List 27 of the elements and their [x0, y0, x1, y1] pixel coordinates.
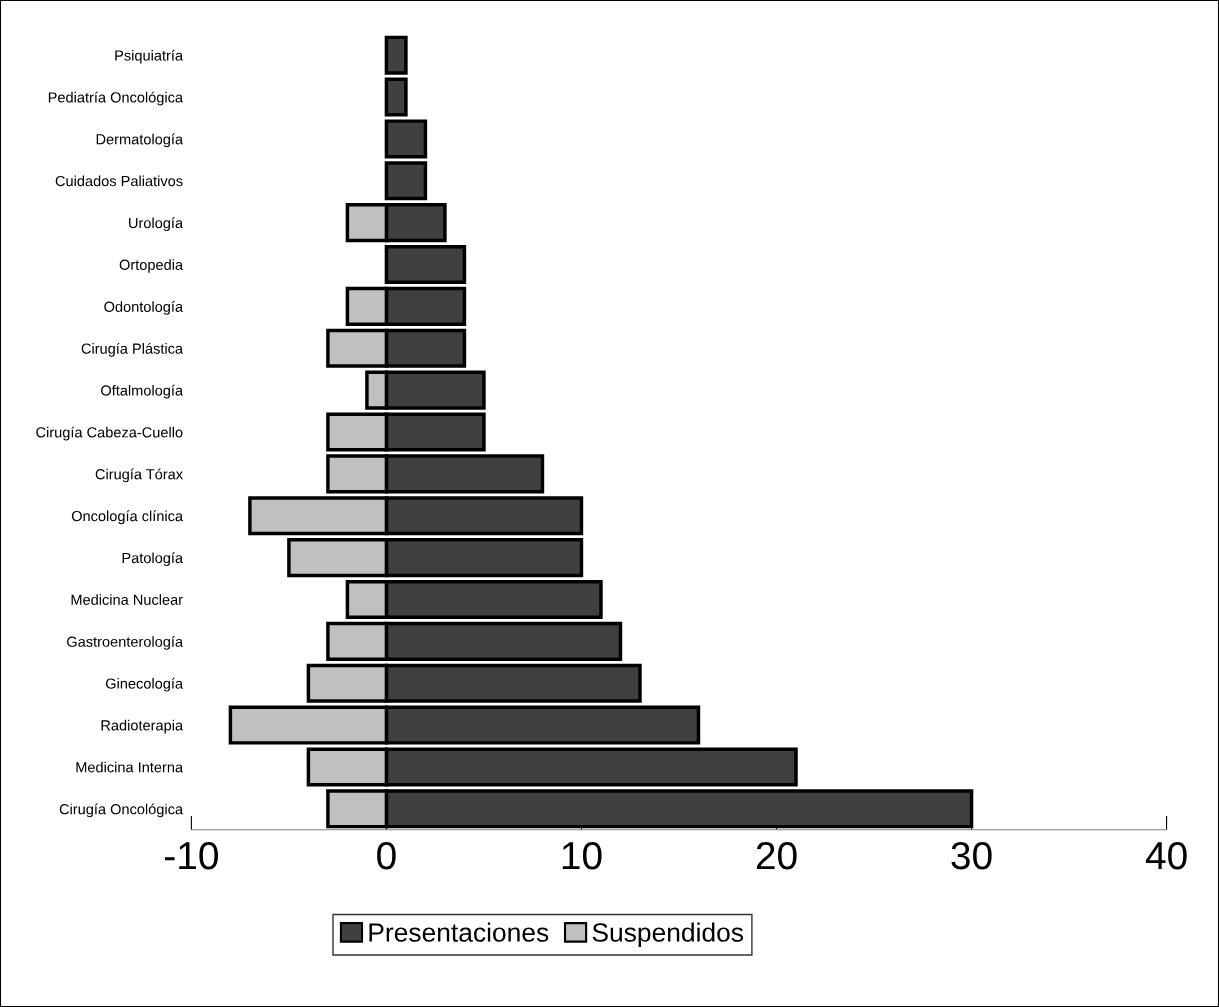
x-tick-label: 40 — [1145, 841, 1187, 870]
y-tick-label: Gastroenterología — [67, 635, 184, 650]
y-tick-label: Medicina Nuclear — [71, 594, 183, 605]
y-tick-label: Medicina Interna — [76, 761, 184, 773]
y-tick-label: Radioterapia — [101, 719, 184, 734]
y-tick-label: Ortopedia — [119, 259, 184, 273]
y-tick-label: Odontología — [104, 301, 184, 315]
x-tick-label: 10 — [562, 841, 602, 870]
y-tick-label: Cirugía Plástica — [81, 342, 184, 357]
x-tick-label: 20 — [756, 841, 797, 870]
y-tick-label: Patología — [122, 552, 184, 567]
x-tick-label: 30 — [951, 841, 992, 870]
y-tick-label: Urología — [129, 217, 184, 232]
x-tick-label: 0 — [377, 841, 396, 870]
y-tick-label: Oftalmología — [101, 384, 184, 399]
y-tick-label: Oncología clínica — [71, 510, 184, 525]
x-tick-label: -10 — [165, 841, 218, 870]
y-tick-label: Dermatología — [96, 133, 184, 148]
y-tick-label: Cuidados Paliativos — [55, 175, 183, 187]
legend-label: Presentaciones — [369, 922, 549, 942]
y-tick-label: Cirugía Cabeza-Cuello — [36, 426, 183, 441]
y-tick-label: Pediatría Oncológica — [48, 91, 184, 106]
y-tick-label: Cirugía Tórax — [95, 468, 183, 483]
legend-label: Suspendidos — [592, 922, 744, 948]
y-tick-label: Cirugía Oncológica — [59, 803, 184, 818]
y-tick-label: Psiquiatría — [115, 49, 184, 64]
y-tick-label: Ginecología — [105, 677, 184, 692]
